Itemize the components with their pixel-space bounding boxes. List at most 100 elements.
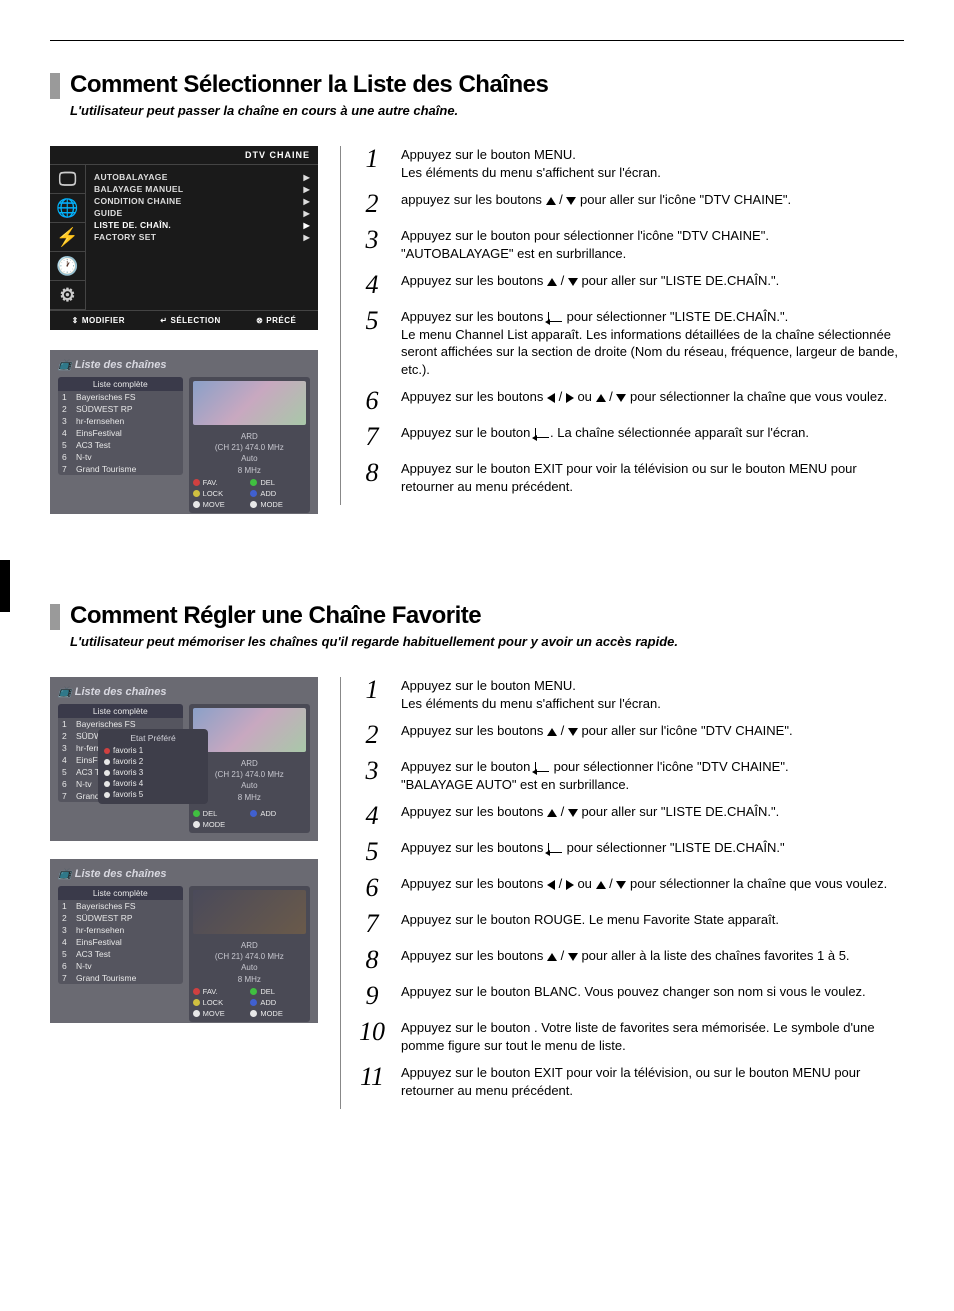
fav-button: FAV.	[193, 478, 249, 487]
globe-icon: 🌐	[50, 194, 85, 223]
step-text: Appuyez sur le bouton pour sélectionner …	[401, 758, 789, 793]
step-number: 8	[357, 947, 387, 973]
down-arrow-icon	[616, 394, 626, 402]
channel-row: 7Grand Tourisme	[58, 972, 183, 984]
right-arrow-icon	[566, 880, 574, 890]
up-arrow-icon	[547, 728, 557, 736]
step-number: 3	[357, 227, 387, 253]
title-bar-icon	[50, 604, 60, 630]
step-number: 10	[357, 1019, 387, 1045]
channel-preview-thumb	[193, 890, 306, 934]
section1-steps: 1 Appuyez sur le bouton MENU.Les éléments…	[357, 146, 904, 495]
instruction-step: 5Appuyez sur les boutons pour sélectionn…	[357, 839, 904, 865]
osd-menu-item: BALAYAGE MANUEL▶	[94, 183, 310, 195]
channel-list-screenshot-3: 📺 Liste des chaînes Liste complète 1Baye…	[50, 859, 318, 1023]
step-number: 7	[357, 911, 387, 937]
instruction-step: 8Appuyez sur le bouton EXIT pour voir la…	[357, 460, 904, 495]
title-bar-icon	[50, 73, 60, 99]
step-text: Appuyez sur le bouton EXIT pour voir la …	[401, 1064, 904, 1099]
step-text: Appuyez sur le bouton BLANC. Vous pouvez…	[401, 983, 866, 1001]
step-number: 1	[357, 146, 387, 172]
instruction-step: 5Appuyez sur les boutons pour sélectionn…	[357, 308, 904, 378]
down-arrow-icon	[568, 809, 578, 817]
step-text: Appuyez sur les boutons / ou / pour séle…	[401, 875, 887, 893]
enter-icon	[535, 428, 549, 438]
instruction-step: 1 Appuyez sur le bouton MENU.Les éléments…	[357, 677, 904, 712]
chlist-info-bw: 8 MHz	[193, 465, 306, 476]
up-arrow-icon	[547, 278, 557, 286]
add-button: ADD	[250, 489, 306, 498]
section2-subtitle: L'utilisateur peut mémoriser les chaînes…	[70, 634, 904, 649]
step-text: Appuyez sur le bouton MENU.Les éléments …	[401, 146, 661, 181]
favorite-popup-row: favoris 4	[102, 778, 204, 789]
step-number: 6	[357, 388, 387, 414]
instruction-step: 4 Appuyez sur les boutons / pour aller su…	[357, 803, 904, 829]
instruction-step: 10Appuyez sur le bouton . Votre liste de…	[357, 1019, 904, 1054]
signal-icon: ⚡	[50, 223, 85, 252]
section2-title: Comment Régler une Chaîne Favorite	[70, 602, 481, 630]
down-arrow-icon	[568, 278, 578, 286]
step-text: Appuyez sur les boutons pour sélectionne…	[401, 308, 904, 378]
osd-menu-screenshot: DTV CHAINE 🖵 🌐 ⚡ 🕐 ⚙ AUTOBALAYAGE▶BALAYA…	[50, 146, 318, 330]
favorite-popup-row: favoris 5	[102, 789, 204, 800]
page-side-tab	[0, 560, 10, 612]
section1-title: Comment Sélectionner la Liste des Chaîne…	[70, 71, 548, 99]
chlist-title: 📺 Liste des chaînes	[58, 867, 310, 880]
step-number: 4	[357, 272, 387, 298]
instruction-step: 7 Appuyez sur le bouton ROUGE. Le menu Fa…	[357, 911, 904, 937]
osd-footer-modify: ⇕ MODIFIER	[72, 316, 125, 325]
osd-header: DTV CHAINE	[50, 146, 318, 165]
instruction-step: 2appuyez sur les boutons / pour aller su…	[357, 191, 904, 217]
enter-icon	[548, 312, 562, 322]
instruction-step: 3 Appuyez sur le bouton pour sélectionner…	[357, 227, 904, 262]
channel-row: 6N-tv	[58, 960, 183, 972]
chlist-list-header: Liste complète	[58, 377, 183, 391]
channel-list-screenshot-1: 📺 Liste des chaînes Liste complète 1Baye…	[50, 350, 318, 514]
instruction-step: 3 Appuyez sur le bouton pour sélectionner…	[357, 758, 904, 793]
instruction-step: 4Appuyez sur les boutons / pour aller su…	[357, 272, 904, 298]
clock-icon: 🕐	[50, 252, 85, 281]
channel-row: 1Bayerisches FS	[58, 391, 183, 403]
step-number: 2	[357, 722, 387, 748]
step-text: Appuyez sur les boutons / pour aller sur…	[401, 803, 779, 821]
osd-menu-item: LISTE DE. CHAÎN.▶	[94, 219, 310, 231]
instruction-step: 1 Appuyez sur le bouton MENU.Les éléments…	[357, 146, 904, 181]
up-arrow-icon	[546, 197, 556, 205]
instruction-step: 11Appuyez sur le bouton EXIT pour voir l…	[357, 1064, 904, 1099]
osd-menu-item: AUTOBALAYAGE▶	[94, 171, 310, 183]
step-number: 3	[357, 758, 387, 784]
channel-row: 3hr-fernsehen	[58, 924, 183, 936]
chlist-info-freq: (CH 21) 474.0 MHz	[193, 442, 306, 453]
channel-row: 1Bayerisches FS	[58, 900, 183, 912]
up-arrow-icon	[547, 953, 557, 961]
down-arrow-icon	[568, 953, 578, 961]
channel-row: 7Grand Tourisme	[58, 463, 183, 475]
step-number: 5	[357, 839, 387, 865]
chlist-list-header: Liste complète	[58, 704, 183, 718]
instruction-step: 6Appuyez sur les boutons / ou / pour sél…	[357, 388, 904, 414]
step-text: Appuyez sur le bouton pour sélectionner …	[401, 227, 769, 262]
step-text: Appuyez sur le bouton MENU.Les éléments …	[401, 677, 661, 712]
favorite-popup-row: favoris 3	[102, 767, 204, 778]
step-text: Appuyez sur le bouton . La chaîne sélect…	[401, 424, 809, 442]
left-arrow-icon	[547, 393, 555, 403]
step-number: 6	[357, 875, 387, 901]
instruction-step: 2Appuyez sur les boutons / pour aller su…	[357, 722, 904, 748]
step-number: 2	[357, 191, 387, 217]
step-number: 1	[357, 677, 387, 703]
osd-footer-prev: ⊗ PRÉCÉ	[256, 316, 296, 325]
top-rule	[50, 40, 904, 41]
left-arrow-icon	[547, 880, 555, 890]
move-button: MOVE	[193, 500, 249, 509]
channel-list-screenshot-2: 📺 Liste des chaînes Liste complète 1Baye…	[50, 677, 318, 841]
channel-preview-thumb	[193, 708, 306, 752]
step-text: Appuyez sur le bouton ROUGE. Le menu Fav…	[401, 911, 779, 929]
channel-row: 6N-tv	[58, 451, 183, 463]
channel-row: 5AC3 Test	[58, 948, 183, 960]
section-favorite: Comment Régler une Chaîne Favorite L'uti…	[50, 602, 904, 1109]
down-arrow-icon	[568, 728, 578, 736]
step-number: 7	[357, 424, 387, 450]
enter-icon	[548, 843, 562, 853]
step-number: 4	[357, 803, 387, 829]
chlist-info-name: ARD	[193, 431, 306, 442]
